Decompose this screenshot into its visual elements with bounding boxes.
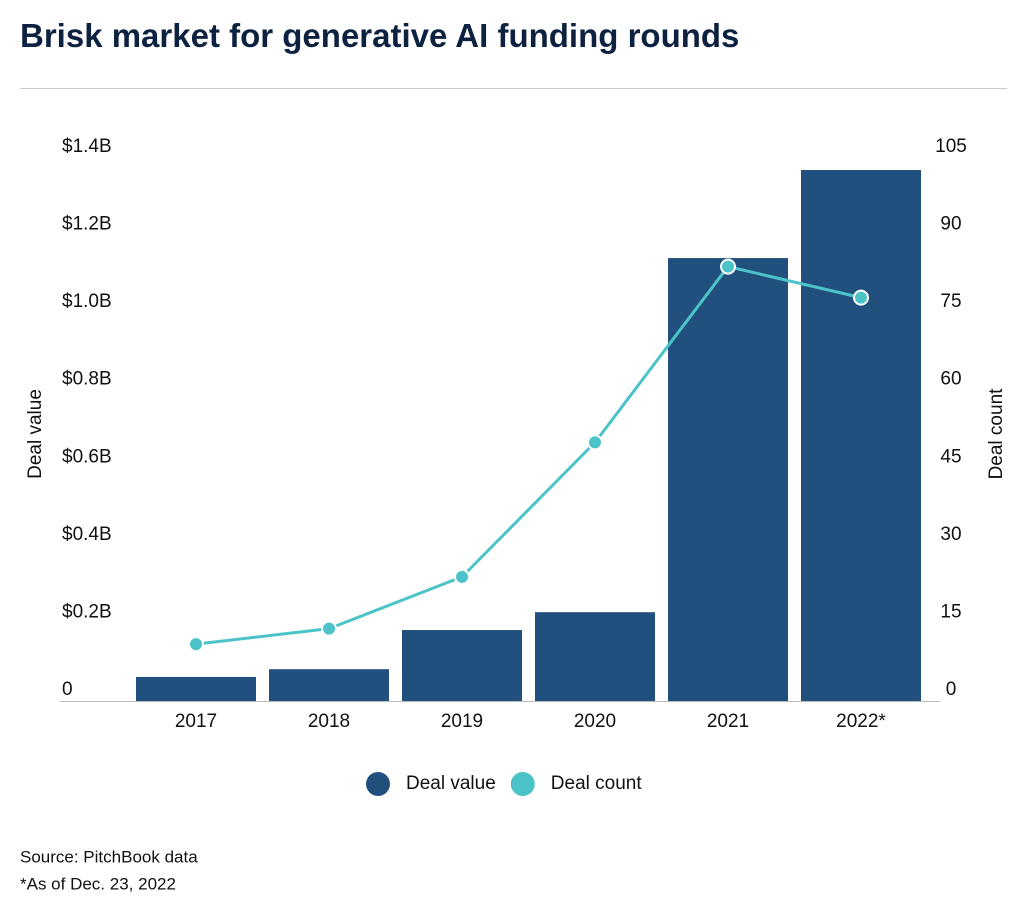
- bar: [269, 669, 389, 701]
- source-note: Source: PitchBook data: [20, 847, 198, 866]
- y-tick-label: $1.2B: [62, 214, 112, 235]
- y2-tick-label: 0: [946, 679, 957, 700]
- y-tick-label: $0.2B: [62, 601, 112, 622]
- x-tick-label: 2018: [308, 711, 350, 732]
- point: [188, 636, 204, 653]
- x-tick-label: 2017: [175, 711, 217, 732]
- x-tick-label: 2020: [574, 711, 616, 732]
- y2-tick-label: 30: [940, 524, 961, 545]
- y-tick-label: 0: [62, 679, 73, 700]
- x-tick-label: 2019: [441, 711, 483, 732]
- y2-tick-label: 45: [940, 446, 961, 467]
- bar: [668, 258, 788, 701]
- footnote: *As of Dec. 23, 2022: [20, 874, 176, 893]
- x-tick-label: 2022*: [836, 711, 886, 732]
- y-axis-label: Deal value: [25, 389, 46, 479]
- point: [587, 434, 603, 451]
- y2-axis-label: Deal count: [986, 388, 1007, 480]
- y2-tick-label: 75: [940, 291, 961, 312]
- legend-label: Deal count: [551, 773, 643, 794]
- line: [195, 264, 862, 646]
- legend-swatch: [510, 772, 535, 796]
- y-tick-label: $0.8B: [62, 369, 112, 390]
- y2-tick-label: 90: [940, 214, 961, 235]
- point: [454, 568, 470, 585]
- y-tick-label: $1.4B: [62, 136, 112, 157]
- x-tick-label: 2021: [707, 711, 749, 732]
- point: [853, 289, 869, 306]
- y2-tick-label: 105: [935, 136, 967, 157]
- y-tick-label: $0.4B: [62, 524, 112, 545]
- point: [720, 258, 736, 275]
- bar: [535, 612, 655, 701]
- chart-title: Brisk market for generative AI funding r…: [20, 17, 739, 54]
- point: [321, 620, 337, 637]
- bar: [402, 630, 522, 701]
- y-tick-label: $1.0B: [62, 291, 112, 312]
- bar: [801, 170, 921, 702]
- y2-tick-label: 15: [940, 601, 961, 622]
- y2-tick-label: 60: [940, 369, 961, 390]
- legend-label: Deal value: [406, 773, 496, 794]
- legend-swatch: [366, 772, 390, 796]
- bar: [136, 676, 256, 701]
- y-tick-label: $0.6B: [62, 446, 112, 467]
